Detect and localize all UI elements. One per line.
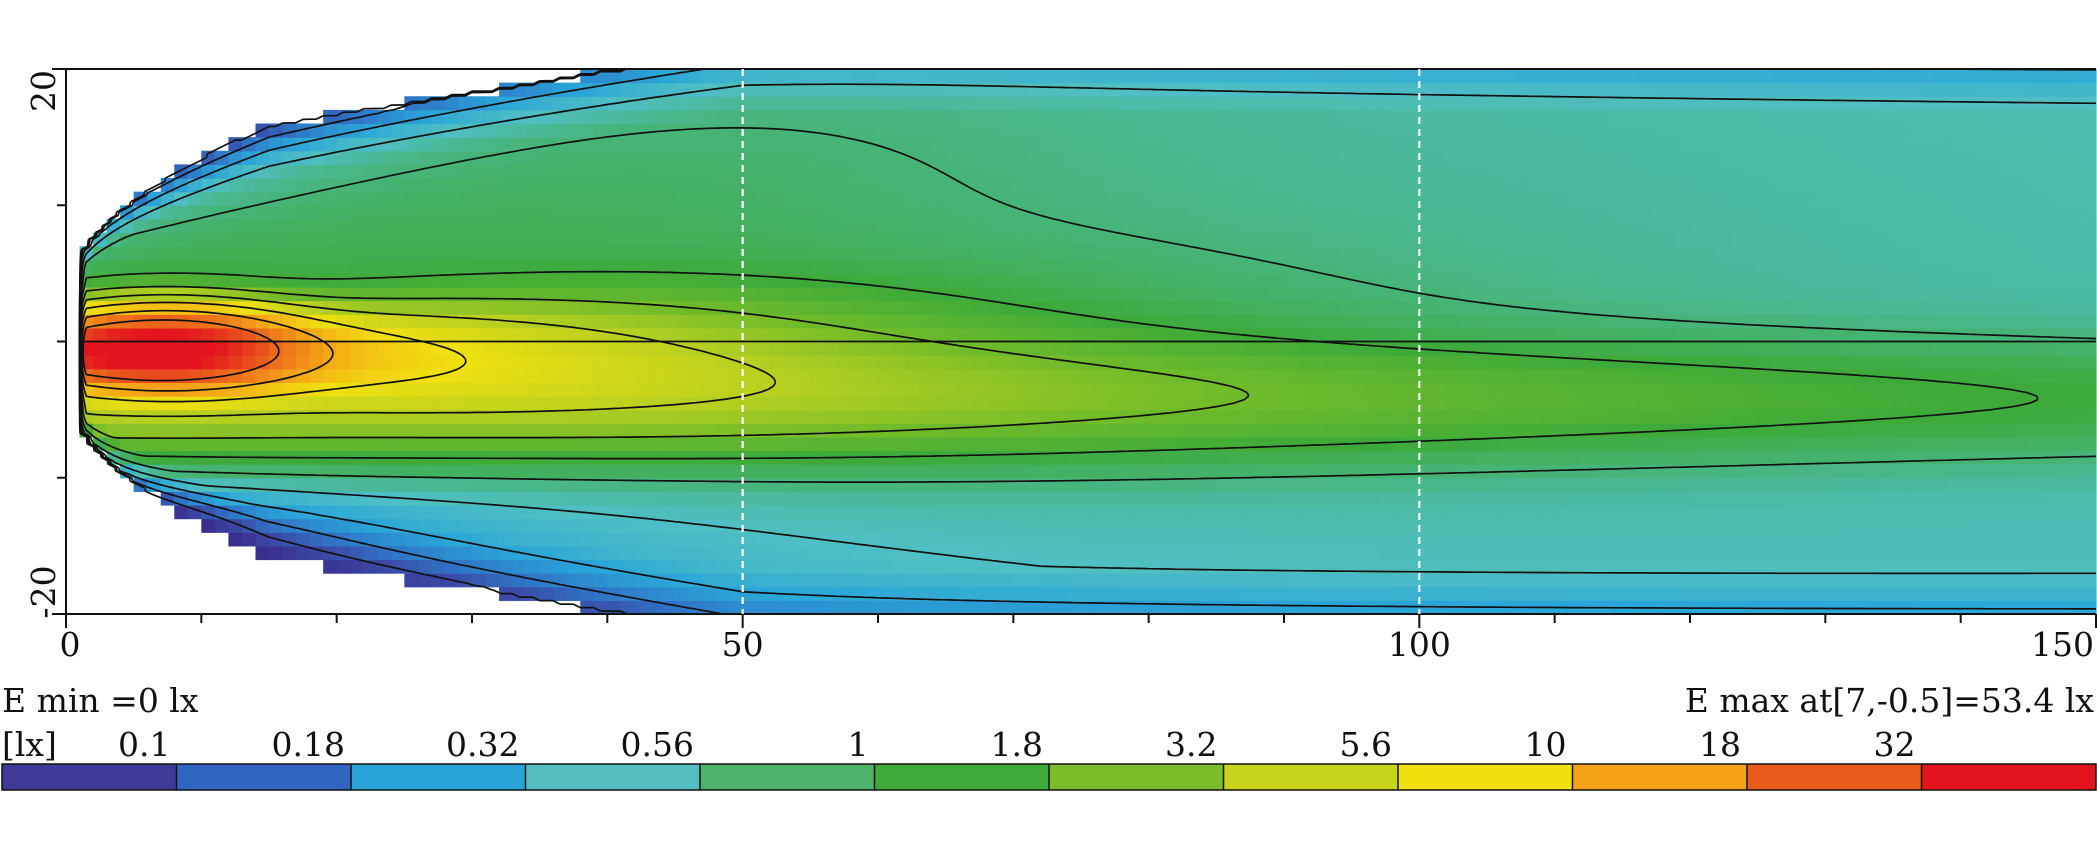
contour-line (78, 270, 2039, 460)
colorbar-swatch (176, 764, 352, 790)
colorbar-swatch (700, 764, 875, 790)
colorbar-swatch (1921, 764, 2097, 790)
contour-line (79, 301, 467, 403)
colorbar-tick-label: 0.1 (118, 725, 170, 764)
y-tick-label: 20 (24, 70, 63, 112)
axis-labels: 0 50 100 150 20 -20 (24, 70, 2094, 664)
x-tick-label: 0 (60, 625, 81, 664)
colorbar-tick-label: 5.6 (1340, 725, 1392, 764)
colorbar-unit-label: [lx] (2, 725, 57, 764)
colorbar-tick-label: 0.18 (272, 725, 345, 764)
contour-line (78, 126, 2097, 483)
colorbar-tick-label: 1 (848, 725, 869, 764)
colorbar-swatch (2, 764, 177, 790)
contour-line (79, 293, 777, 418)
e-max-label: E max at[7,-0.5]=53.4 lx (1685, 681, 2095, 720)
colorbar-swatch (1747, 764, 1922, 790)
contour-line (80, 309, 334, 392)
y-tick-label: -20 (24, 565, 63, 618)
x-tick-label: 100 (1388, 625, 1451, 664)
colorbar-swatch (1572, 764, 1748, 790)
axes (52, 68, 2097, 628)
colorbar-tick-label: 10 (1525, 725, 1567, 764)
x-tick-label: 150 (2031, 625, 2094, 664)
e-min-label: E min =0 lx (2, 681, 199, 720)
colorbar-tick-label: 0.32 (446, 725, 519, 764)
contour-line (79, 285, 1250, 440)
heatmap-field (79, 69, 2097, 614)
contour-line (82, 319, 280, 382)
colorbar: 0.1 0.18 0.32 0.56 1 1.8 3.2 5.6 10 18 32 (1, 725, 2097, 791)
colorbar-swatch (874, 764, 1050, 790)
colorbar-swatch (1049, 764, 1224, 790)
isolux-contours (78, 69, 2097, 614)
colorbar-tick-label: 3.2 (1165, 725, 1217, 764)
contour-line (78, 83, 2097, 575)
colorbar-swatch (525, 764, 701, 790)
colorbar-tick-label: 32 (1874, 725, 1916, 764)
colorbar-tick-label: 18 (1699, 725, 1741, 764)
colorbar-tick-label: 0.56 (621, 725, 694, 764)
x-tick-label: 50 (722, 625, 764, 664)
colorbar-tick-label: 1.8 (991, 725, 1043, 764)
colorbar-swatch (1398, 764, 1573, 790)
colorbar-swatch (351, 764, 526, 790)
colorbar-swatch (1223, 764, 1399, 790)
